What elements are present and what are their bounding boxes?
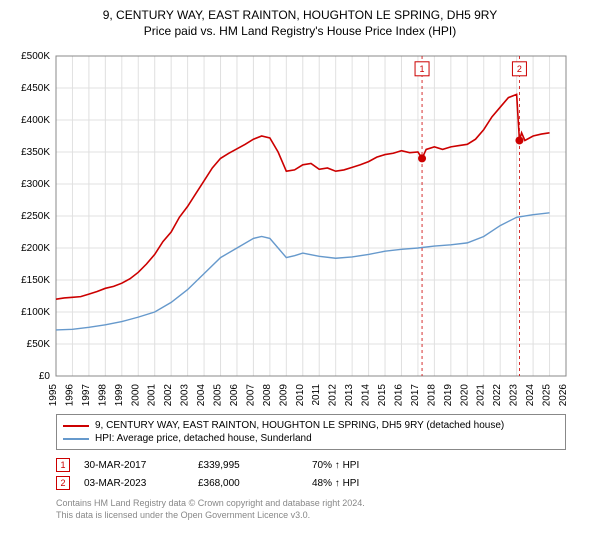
footer-line2: This data is licensed under the Open Gov… — [56, 510, 592, 522]
svg-text:1995: 1995 — [48, 384, 59, 406]
svg-text:2002: 2002 — [163, 384, 174, 406]
marker-price: £339,995 — [198, 460, 298, 471]
svg-text:2016: 2016 — [393, 384, 404, 406]
marker-date: 03-MAR-2023 — [84, 478, 184, 489]
svg-text:£150K: £150K — [21, 275, 50, 286]
marker-row: 1 30-MAR-2017 £339,995 70% ↑ HPI — [56, 456, 592, 474]
svg-text:2017: 2017 — [410, 384, 421, 406]
svg-text:£50K: £50K — [27, 339, 51, 350]
svg-text:2005: 2005 — [213, 384, 224, 406]
legend-swatch-hpi — [63, 438, 89, 440]
marker-pct: 48% ↑ HPI — [312, 478, 412, 489]
svg-text:2018: 2018 — [426, 384, 437, 406]
marker-row: 2 03-MAR-2023 £368,000 48% ↑ HPI — [56, 474, 592, 492]
svg-text:2000: 2000 — [130, 384, 141, 406]
svg-text:2026: 2026 — [558, 384, 568, 406]
footer-line1: Contains HM Land Registry data © Crown c… — [56, 498, 592, 510]
svg-text:£450K: £450K — [21, 83, 50, 94]
title-subtitle: Price paid vs. HM Land Registry's House … — [8, 24, 592, 38]
svg-text:1998: 1998 — [97, 384, 108, 406]
svg-text:2: 2 — [517, 64, 522, 74]
legend-label-property: 9, CENTURY WAY, EAST RAINTON, HOUGHTON L… — [95, 420, 504, 431]
svg-text:£100K: £100K — [21, 307, 50, 318]
svg-text:2015: 2015 — [377, 384, 388, 406]
legend-swatch-property — [63, 425, 89, 427]
svg-text:2023: 2023 — [509, 384, 520, 406]
svg-text:2025: 2025 — [542, 384, 553, 406]
marker-pct: 70% ↑ HPI — [312, 460, 412, 471]
svg-text:2008: 2008 — [262, 384, 273, 406]
svg-text:1997: 1997 — [81, 384, 92, 406]
marker-num-box: 1 — [56, 458, 70, 472]
title-address: 9, CENTURY WAY, EAST RAINTON, HOUGHTON L… — [8, 8, 592, 22]
svg-text:2011: 2011 — [311, 384, 322, 406]
svg-text:2007: 2007 — [245, 384, 256, 406]
footer: Contains HM Land Registry data © Crown c… — [56, 498, 592, 521]
marker-date: 30-MAR-2017 — [84, 460, 184, 471]
svg-text:2004: 2004 — [196, 384, 207, 406]
svg-text:2022: 2022 — [492, 384, 503, 406]
svg-text:2010: 2010 — [295, 384, 306, 406]
svg-text:£350K: £350K — [21, 147, 50, 158]
marker-num-box: 2 — [56, 476, 70, 490]
svg-text:£200K: £200K — [21, 243, 50, 254]
svg-text:2009: 2009 — [278, 384, 289, 406]
marker-table: 1 30-MAR-2017 £339,995 70% ↑ HPI 2 03-MAR-202… — [56, 456, 592, 492]
svg-text:2021: 2021 — [476, 384, 487, 406]
svg-text:2012: 2012 — [328, 384, 339, 406]
svg-text:2020: 2020 — [459, 384, 470, 406]
svg-text:2019: 2019 — [443, 384, 454, 406]
chart-container: £0 £50K £100K £150K £200K £250K £300K £350K £400… — [8, 46, 592, 406]
marker-price: £368,000 — [198, 478, 298, 489]
line-chart: £0 £50K £100K £150K £200K £250K £300K £350K £400… — [8, 46, 568, 406]
legend-row-property: 9, CENTURY WAY, EAST RAINTON, HOUGHTON L… — [63, 419, 559, 432]
svg-text:£250K: £250K — [21, 211, 50, 222]
svg-text:£0: £0 — [39, 371, 51, 382]
svg-text:2006: 2006 — [229, 384, 240, 406]
svg-text:£500K: £500K — [21, 51, 50, 62]
svg-text:2014: 2014 — [361, 384, 372, 406]
svg-text:1: 1 — [420, 64, 425, 74]
legend-label-hpi: HPI: Average price, detached house, Sund… — [95, 433, 312, 444]
svg-text:£300K: £300K — [21, 179, 50, 190]
svg-text:2001: 2001 — [147, 384, 158, 406]
svg-text:2003: 2003 — [180, 384, 191, 406]
svg-text:2013: 2013 — [344, 384, 355, 406]
svg-text:2024: 2024 — [525, 384, 536, 406]
svg-text:1999: 1999 — [114, 384, 125, 406]
legend-row-hpi: HPI: Average price, detached house, Sund… — [63, 432, 559, 445]
svg-text:£400K: £400K — [21, 115, 50, 126]
legend: 9, CENTURY WAY, EAST RAINTON, HOUGHTON L… — [56, 414, 566, 450]
svg-text:1996: 1996 — [64, 384, 75, 406]
